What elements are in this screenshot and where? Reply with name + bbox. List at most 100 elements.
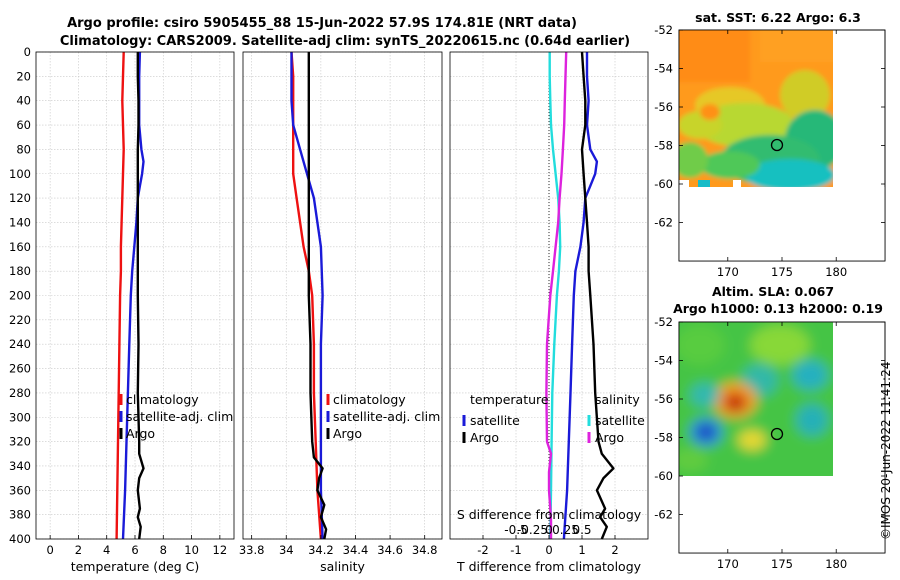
y-tick-label: 140 (9, 215, 31, 229)
map-x-tick-label: 175 (771, 265, 793, 279)
title-line-2: Climatology: CARS2009. Satellite-adj cli… (60, 34, 630, 49)
legend-label: satellite (595, 413, 645, 428)
sst-heatmap (679, 30, 833, 187)
salinity-frame (242, 51, 443, 540)
series-line-climatology (115, 51, 125, 540)
salinity-xlabel: salinity (320, 559, 365, 574)
sst-map-ticks: -52 -54 -56 -58 -60 -62 170 175 180 (654, 23, 885, 279)
sst-argo-marker (770, 138, 784, 152)
title-line-1: Argo profile: csiro 5905455_88 15-Jun-20… (67, 16, 577, 31)
x-tick-label: 10 (184, 543, 199, 557)
x-tick-label: 34 (279, 543, 294, 557)
sla-map-panel: Altim. SLA: 0.067 Argo h1000: 0.13 h2000… (654, 284, 886, 571)
map-y-tick-label: -60 (654, 469, 673, 483)
difference-xlabel: T difference from climatology (456, 559, 642, 574)
y-tick-label: 60 (16, 118, 31, 132)
map-y-tick-label: -56 (654, 100, 673, 114)
map-y-tick-label: -56 (654, 392, 673, 406)
x-tick-label: 34.8 (412, 543, 438, 557)
legend-label: satellite-adj. clim (333, 409, 440, 424)
map-y-tick-label: -52 (654, 315, 673, 329)
y-tick-label: 200 (9, 289, 31, 303)
y-tick-label: 160 (9, 240, 31, 254)
x-tick-label: 1 (578, 543, 585, 557)
y-tick-label: 300 (9, 410, 31, 424)
y-tick-label: 220 (9, 313, 31, 327)
top-axis-label: S difference from climatology (457, 507, 642, 522)
y-tick-label: 40 (16, 94, 31, 108)
x-tick-label: 2 (75, 543, 82, 557)
y-tick-label: 80 (16, 142, 31, 156)
x-tick-label: 4 (103, 543, 110, 557)
x-tick-label: 8 (160, 543, 167, 557)
map-y-tick-label: -58 (654, 139, 673, 153)
x-tick-label: 33.8 (239, 543, 265, 557)
series-line-argo (136, 52, 145, 540)
y-tick-label: 260 (9, 362, 31, 376)
map-y-tick-label: -54 (654, 354, 673, 368)
y-tick-label: 180 (9, 264, 31, 278)
y-tick-label: 0 (24, 45, 31, 59)
legend-label: Argo (470, 430, 499, 445)
x-tick-label: -2 (477, 543, 488, 557)
series-line-argo (307, 52, 328, 540)
map-y-tick-label: -60 (654, 177, 673, 191)
y-tick-label: 20 (16, 69, 31, 83)
legend-label: satellite (470, 413, 520, 428)
sst-map-panel: sat. SST: 6.22 Argo: 6.3 (654, 10, 886, 279)
x-tick-label: 34.2 (308, 543, 334, 557)
temperature-xlabel: temperature (deg C) (71, 559, 200, 574)
top-tick-label: 0.25 (552, 523, 579, 537)
y-tick-label: 240 (9, 337, 31, 351)
legend-title-salinity: salinity (595, 392, 640, 407)
map-x-tick-label: 170 (717, 557, 739, 571)
series-line-temperature-satellite (562, 52, 599, 540)
sla-heatmap (679, 322, 833, 476)
y-tick-label: 380 (9, 508, 31, 522)
sst-map-title: sat. SST: 6.22 Argo: 6.3 (695, 10, 861, 25)
map-x-tick-label: 180 (825, 557, 847, 571)
x-tick-label: 34.4 (343, 543, 369, 557)
x-tick-label: 0 (545, 543, 552, 557)
map-y-tick-label: -58 (654, 431, 673, 445)
x-tick-label: 2 (611, 543, 618, 557)
legend-title-temperature: temperature (470, 392, 549, 407)
watermark: ©IMOS 20-Jun-2022 11:41:24 (879, 362, 893, 540)
series-line-climatology (290, 51, 323, 540)
y-tick-label: 400 (9, 532, 31, 546)
top-tick-label: -0.5 (504, 523, 527, 537)
series-line-temperature-argo (580, 51, 615, 540)
map-y-tick-label: -62 (654, 216, 673, 230)
y-tick-label: 280 (9, 386, 31, 400)
temperature-panel: 0 2 4 6 8 10 120204060801001201401601802002202… (9, 45, 235, 574)
difference-panel: -2 -1 0 1 2 T difference from climatology temp… (449, 51, 649, 574)
sla-map-ticks: -52 -54 -56 -58 -60 -62 170 175 180 (654, 315, 885, 571)
map-y-tick-label: -54 (654, 62, 673, 76)
x-tick-label: 12 (213, 543, 228, 557)
y-tick-label: 120 (9, 191, 31, 205)
map-x-tick-label: 180 (825, 265, 847, 279)
map-y-tick-label: -62 (654, 508, 673, 522)
y-tick-label: 340 (9, 459, 31, 473)
legend-label: climatology (126, 392, 199, 407)
legend-label: Argo (333, 426, 362, 441)
legend-label: satellite-adj. clim (126, 409, 233, 424)
legend-label: climatology (333, 392, 406, 407)
series-line-salinity-argo (545, 51, 568, 539)
x-tick-label: 6 (131, 543, 138, 557)
y-tick-label: 320 (9, 435, 31, 449)
top-tick-label: 0 (545, 523, 553, 537)
y-tick-label: 360 (9, 483, 31, 497)
top-tick-label: -0.25 (517, 523, 548, 537)
sla-map-title-line-1: Altim. SLA: 0.067 (712, 284, 834, 299)
sla-argo-marker (770, 427, 784, 441)
map-x-tick-label: 175 (771, 557, 793, 571)
legend-label: Argo (126, 426, 155, 441)
x-tick-label: -1 (510, 543, 521, 557)
sla-map-title-line-2: Argo h1000: 0.13 h2000: 0.19 (673, 301, 883, 316)
x-tick-label: 0 (46, 543, 53, 557)
map-y-tick-label: -52 (654, 23, 673, 37)
salinity-panel: 33.8 34 34.2 34.4 34.6 34.8 salinity climatolog… (239, 51, 443, 574)
y-tick-label: 100 (9, 167, 31, 181)
